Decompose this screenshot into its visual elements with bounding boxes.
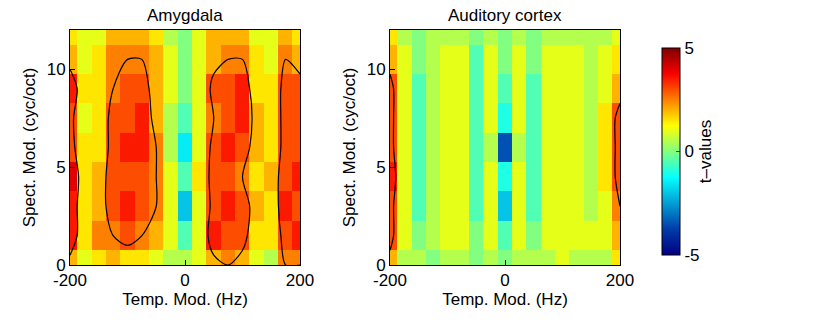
svg-text:Temp. Mod. (Hz): Temp. Mod. (Hz)	[442, 290, 568, 309]
svg-text:Temp. Mod. (Hz): Temp. Mod. (Hz)	[122, 290, 248, 309]
svg-text:5: 5	[56, 158, 65, 177]
svg-text:0: 0	[684, 142, 693, 161]
svg-text:200: 200	[606, 271, 634, 290]
svg-text:5: 5	[376, 158, 385, 177]
svg-text:10: 10	[47, 60, 66, 79]
svg-text:0: 0	[500, 271, 509, 290]
svg-text:0: 0	[180, 271, 189, 290]
svg-text:-200: -200	[53, 271, 87, 290]
svg-text:5: 5	[684, 39, 693, 58]
svg-text:-5: -5	[684, 246, 699, 265]
svg-text:Auditory cortex: Auditory cortex	[448, 6, 562, 25]
svg-text:0: 0	[376, 256, 385, 275]
svg-text:200: 200	[286, 271, 314, 290]
svg-text:0: 0	[56, 256, 65, 275]
svg-text:10: 10	[367, 60, 386, 79]
svg-text:Spect. Mod. (cyc/oct): Spect. Mod. (cyc/oct)	[20, 68, 39, 228]
svg-text:t–values: t–values	[696, 120, 715, 183]
svg-text:-200: -200	[373, 271, 407, 290]
svg-text:Amygdala: Amygdala	[147, 6, 223, 25]
svg-text:Spect. Mod. (cyc/oct): Spect. Mod. (cyc/oct)	[340, 68, 359, 228]
